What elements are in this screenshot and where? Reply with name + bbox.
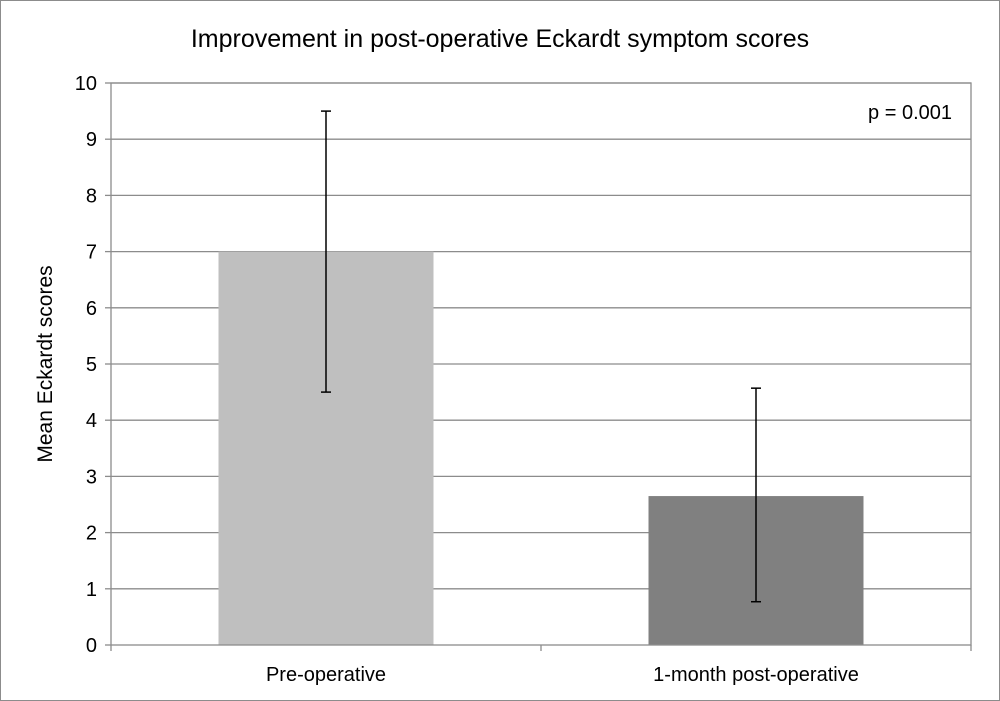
p-value-annotation: p = 0.001 xyxy=(868,102,952,124)
x-tick-label: 1-month post-operative xyxy=(653,664,859,686)
y-tick-label: 7 xyxy=(86,242,97,264)
y-tick-label: 5 xyxy=(86,354,97,376)
chart-title: Improvement in post-operative Eckardt sy… xyxy=(191,25,809,53)
x-tick-labels: Pre-operative 1-month post-operative xyxy=(266,664,859,686)
y-tick-label: 2 xyxy=(86,523,97,545)
y-tick-labels: 0 1 2 3 4 5 6 7 8 9 10 xyxy=(75,73,97,657)
x-tick-label: Pre-operative xyxy=(266,664,386,686)
y-tick-label: 8 xyxy=(86,185,97,207)
y-tick-label: 10 xyxy=(75,73,97,95)
error-bars xyxy=(321,110,761,603)
y-tick-label: 1 xyxy=(86,579,97,601)
bars xyxy=(218,251,864,645)
y-axis-label: Mean Eckardt scores xyxy=(34,265,57,462)
y-tick-label: 3 xyxy=(86,466,97,488)
y-tick-label: 4 xyxy=(86,410,97,432)
y-tick-label: 6 xyxy=(86,298,97,320)
axes xyxy=(105,82,972,651)
y-tick-label: 9 xyxy=(86,129,97,151)
y-tick-label: 0 xyxy=(86,635,97,657)
